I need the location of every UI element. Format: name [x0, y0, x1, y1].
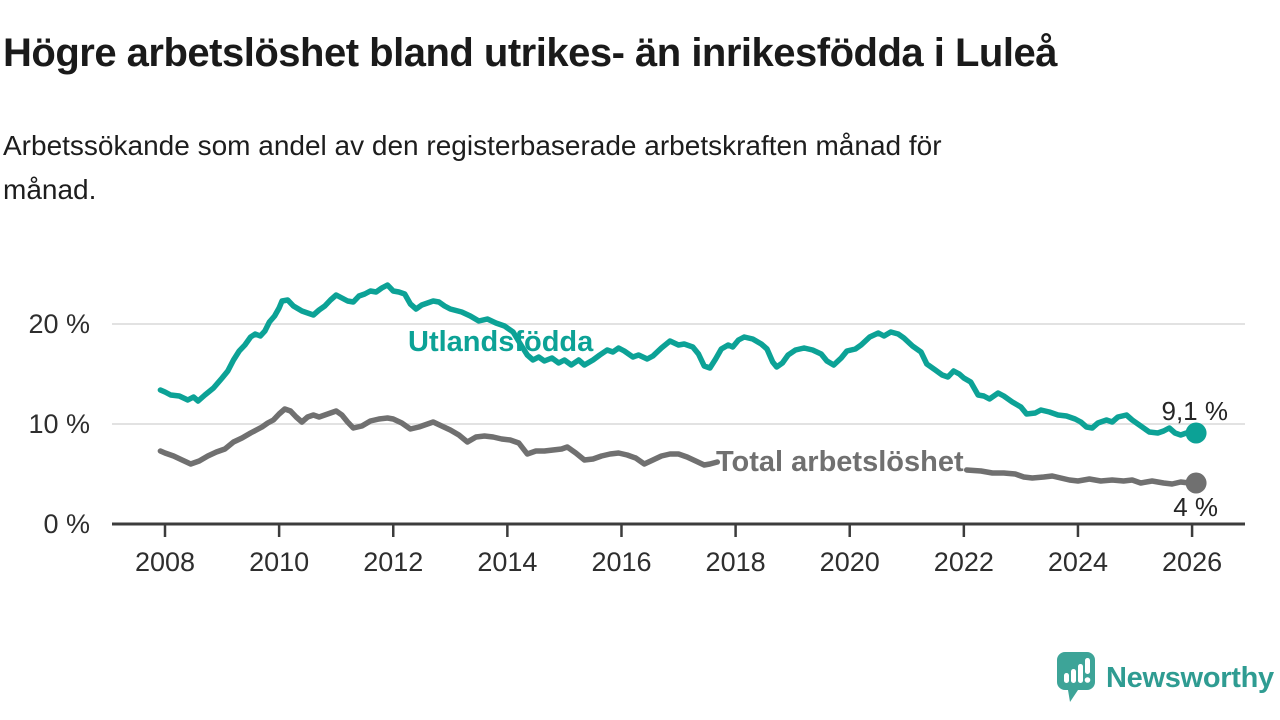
- series-line-utlandsfodda: [157, 282, 1199, 438]
- x-tick-label: 2024: [1048, 547, 1108, 577]
- y-tick-label: 0 %: [43, 509, 90, 539]
- x-tick-label: 2018: [706, 547, 766, 577]
- series-label-utlandsfodda: Utlandsfödda: [408, 326, 594, 358]
- series-line-total: [963, 467, 1199, 487]
- x-tick-label: 2016: [591, 547, 651, 577]
- x-tick-label: 2022: [934, 547, 994, 577]
- series-label-total: Total arbetslöshet: [716, 446, 964, 478]
- newsworthy-wordmark: Newsworthy: [1106, 661, 1274, 694]
- x-tick-label: 2020: [820, 547, 880, 577]
- y-tick-label: 10 %: [28, 409, 90, 439]
- y-tick-label: 20 %: [28, 309, 90, 339]
- end-value-label-total: 4 %: [1173, 492, 1218, 522]
- series-end-dot-utlandsfodda: [1185, 422, 1207, 444]
- end-value-label-utlandsfodda: 9,1 %: [1162, 396, 1229, 426]
- newsworthy-logo: Newsworthy: [1056, 650, 1274, 706]
- x-tick-label: 2012: [363, 547, 423, 577]
- x-tick-label: 2026: [1162, 547, 1222, 577]
- subtitle-line-1: Arbetssökande som andel av den registerb…: [3, 130, 942, 161]
- x-tick-label: 2010: [249, 547, 309, 577]
- x-tick-label: 2014: [477, 547, 537, 577]
- newsworthy-speech-bubble-chart-icon: [1057, 652, 1095, 702]
- page-title: Högre arbetslöshet bland utrikes- än inr…: [3, 31, 1057, 75]
- chart-subtitle: Arbetssökande som andel av den registerb…: [3, 124, 1223, 212]
- series-end-dot-total: [1185, 472, 1207, 494]
- subtitle-line-2: månad.: [3, 174, 97, 205]
- x-tick-label: 2008: [135, 547, 195, 577]
- series-line-total: [157, 406, 721, 468]
